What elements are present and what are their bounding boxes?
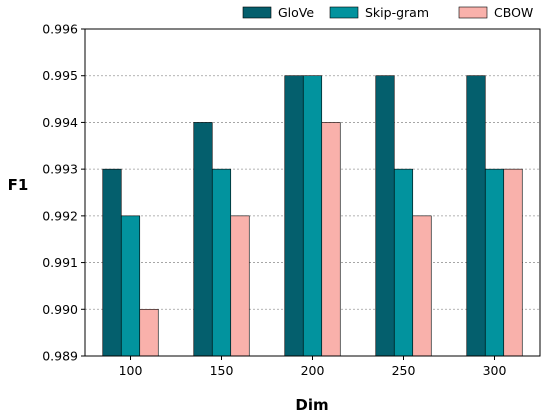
legend-label: Skip-gram bbox=[365, 5, 429, 20]
bar-skip-gram-150 bbox=[211, 168, 232, 357]
x-tick-label: 100 bbox=[119, 363, 143, 378]
legend-label: GloVe bbox=[278, 5, 314, 20]
bar-cbow-100 bbox=[139, 308, 159, 357]
y-tick-label: 0.993 bbox=[42, 162, 78, 177]
y-tick-label: 0.995 bbox=[42, 68, 78, 83]
y-axis: 0.989 0.990 0.991 0.992 0.993 0.994 0.995 0.996 bbox=[42, 22, 85, 364]
bar-cbow-200 bbox=[321, 122, 341, 357]
y-tick-label: 0.994 bbox=[42, 115, 78, 130]
bar-cbow-150 bbox=[230, 215, 250, 357]
x-axis-title: Dim bbox=[295, 396, 328, 414]
bar-skip-gram-300 bbox=[484, 168, 505, 357]
y-axis-title: F1 bbox=[8, 176, 29, 194]
x-tick-label: 150 bbox=[210, 363, 234, 378]
legend-swatch bbox=[458, 6, 488, 19]
bar-cbow-300 bbox=[503, 168, 523, 357]
bar-skip-gram-200 bbox=[302, 75, 323, 357]
bar-glove-300 bbox=[466, 75, 486, 357]
bar-glove-100 bbox=[102, 168, 122, 357]
x-tick-label: 300 bbox=[483, 363, 507, 378]
legend: GloVe Skip-gram CBOW bbox=[242, 5, 533, 20]
x-axis: 100 150 200 250 300 bbox=[119, 356, 507, 378]
legend-label: CBOW bbox=[494, 5, 533, 20]
bar-cbow-250 bbox=[412, 215, 432, 357]
bar-glove-200 bbox=[284, 75, 304, 357]
legend-swatch bbox=[329, 6, 359, 19]
bar-glove-250 bbox=[375, 75, 395, 357]
legend-swatch bbox=[242, 6, 272, 19]
x-tick-label: 200 bbox=[301, 363, 325, 378]
y-tick-label: 0.989 bbox=[42, 349, 78, 364]
y-tick-label: 0.996 bbox=[42, 22, 78, 37]
y-tick-label: 0.992 bbox=[42, 208, 78, 223]
y-tick-label: 0.991 bbox=[42, 255, 78, 270]
bars bbox=[102, 75, 523, 357]
bar-skip-gram-100 bbox=[120, 215, 141, 357]
x-tick-label: 250 bbox=[392, 363, 416, 378]
bar-skip-gram-250 bbox=[393, 168, 414, 357]
bar-glove-150 bbox=[193, 122, 213, 357]
y-tick-label: 0.990 bbox=[42, 302, 78, 317]
